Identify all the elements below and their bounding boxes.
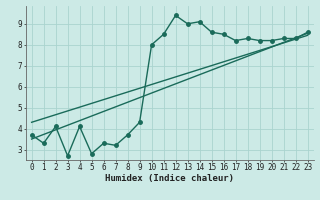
X-axis label: Humidex (Indice chaleur): Humidex (Indice chaleur) [105, 174, 234, 183]
